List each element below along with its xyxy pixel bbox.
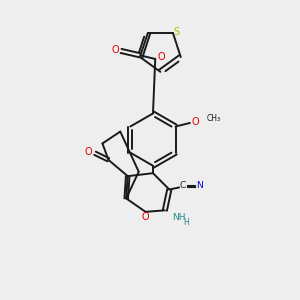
- Text: N: N: [196, 182, 203, 190]
- Text: NH: NH: [172, 213, 186, 222]
- Text: H: H: [183, 218, 189, 227]
- Text: O: O: [191, 117, 199, 127]
- Text: S: S: [173, 27, 180, 37]
- Text: CH₃: CH₃: [206, 114, 220, 123]
- Text: C: C: [180, 182, 186, 190]
- Text: O: O: [111, 45, 119, 56]
- Text: O: O: [85, 147, 92, 157]
- Text: O: O: [141, 212, 149, 222]
- Text: O: O: [158, 52, 165, 62]
